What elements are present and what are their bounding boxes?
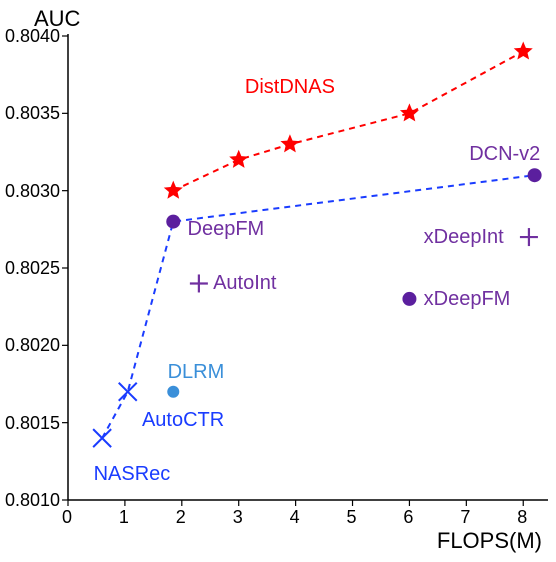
x-tick-label: 1 [119,508,129,526]
y-tick-label: 0.8030 [5,182,60,200]
y-tick-label: 0.8020 [5,336,60,354]
series-label-dcnv2: DCN-v2 [469,144,540,164]
x-tick-label: 6 [403,508,413,526]
x-tick-label: 5 [347,508,357,526]
series-label-deepfm: DeepFM [188,219,265,239]
series-label-autoctr: AutoCTR [142,410,224,430]
x-tick-label: 3 [233,508,243,526]
y-tick-label: 0.8010 [5,491,60,509]
series-label-xdeepfm: xDeepFM [424,289,511,309]
series-label-xdeepint: xDeepInt [424,227,504,247]
x-tick-label: 8 [517,508,527,526]
scatter-chart-root: { "chart": { "canvas": { "width": 556, "… [0,0,556,562]
y-tick-label: 0.8035 [5,104,60,122]
y-tick-label: 0.8025 [5,259,60,277]
y-tick-label: 0.8040 [5,27,60,45]
x-tick-label: 0 [62,508,72,526]
series-label-autoint: AutoInt [213,273,276,293]
series-label-nasrec: NASRec [94,464,171,484]
y-tick-label: 0.8015 [5,414,60,432]
x-tick-label: 4 [290,508,300,526]
x-tick-label: 7 [460,508,470,526]
series-label-distdnas: DistDNAS [245,77,335,97]
x-tick-label: 2 [176,508,186,526]
series-label-dlrm: DLRM [168,362,225,382]
